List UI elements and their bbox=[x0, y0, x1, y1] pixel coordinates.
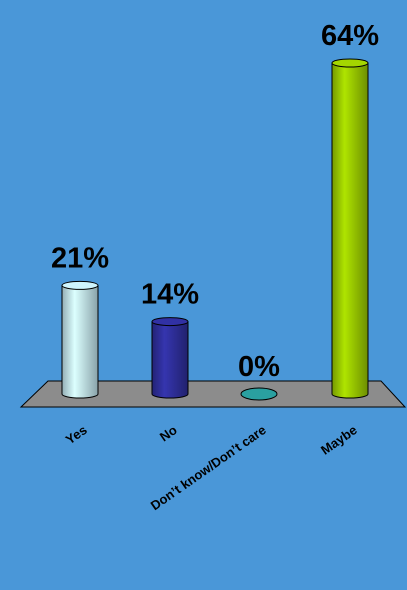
bar-don-t-know-don-t-care bbox=[240, 387, 278, 401]
bar-maybe bbox=[331, 58, 369, 399]
bar-body bbox=[331, 62, 369, 399]
bar-body bbox=[61, 284, 99, 399]
bar-disc bbox=[240, 387, 278, 401]
category-label: Yes bbox=[63, 422, 90, 447]
value-label: 14% bbox=[141, 279, 199, 311]
bar-yes bbox=[61, 280, 99, 399]
value-label: 21% bbox=[51, 242, 109, 274]
value-label: 64% bbox=[321, 20, 379, 52]
category-label: Maybe bbox=[318, 422, 360, 457]
value-labels-group: 21% 14% 0% 64% bbox=[51, 20, 379, 383]
bars-group bbox=[61, 58, 369, 401]
value-label: 0% bbox=[238, 351, 280, 383]
category-label: No bbox=[157, 422, 180, 444]
chart-floor bbox=[19, 380, 407, 408]
bar-top bbox=[331, 58, 369, 68]
bar-no bbox=[151, 317, 189, 399]
bar-top bbox=[151, 317, 189, 327]
bar-top bbox=[61, 280, 99, 290]
bar-body bbox=[151, 321, 189, 399]
